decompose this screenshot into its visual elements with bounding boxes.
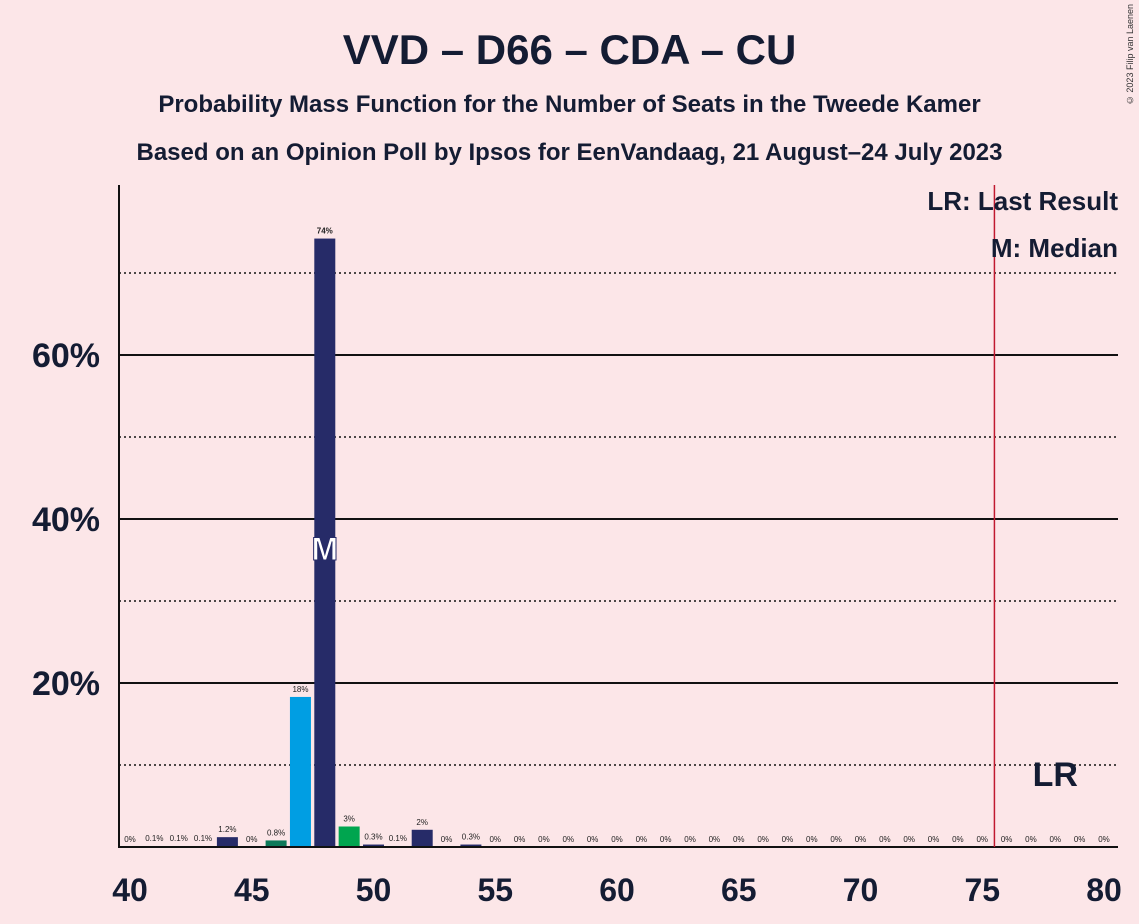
bar-label: 0% (903, 835, 915, 844)
bar-label: 1.2% (218, 825, 236, 834)
bar-label: 0% (830, 835, 842, 844)
legend-median: M: Median (991, 233, 1118, 263)
bar-label: 3% (343, 815, 355, 824)
axis-layer: 20% 40% 60% 40 45 50 55 60 65 70 75 80 (32, 185, 1122, 908)
chart-source-line: Based on an Opinion Poll by Ipsos for Ee… (136, 139, 1003, 166)
bar-label: 0% (538, 835, 550, 844)
bar-label: 0% (782, 835, 794, 844)
bar-label: 0% (563, 835, 575, 844)
x-tick-label: 55 (477, 872, 513, 908)
y-tick-label: 60% (32, 337, 100, 375)
bar-label: 0% (1098, 835, 1110, 844)
x-tick-label: 65 (721, 872, 757, 908)
bar-label: 0% (636, 835, 648, 844)
bar-label: 0% (1050, 835, 1062, 844)
x-tick-label: 60 (599, 872, 635, 908)
x-tick-label: 50 (356, 872, 392, 908)
bar-label: 0% (952, 835, 964, 844)
bar-label: 0% (1025, 835, 1037, 844)
bar-label: 0.1% (194, 834, 212, 843)
bar-label: 0% (709, 835, 721, 844)
bar-label: 0.1% (389, 834, 407, 843)
bar-label: 0% (806, 835, 818, 844)
chart-subtitle: Probability Mass Function for the Number… (158, 91, 981, 118)
bar-label: 0.3% (462, 833, 480, 842)
y-tick-label: 40% (32, 501, 100, 539)
bar-seat-46 (265, 840, 287, 847)
bar-label: 0.1% (145, 834, 163, 843)
bar-label: 18% (292, 685, 308, 694)
legend-last-result: LR: Last Result (927, 186, 1118, 216)
x-tick-label: 40 (112, 872, 148, 908)
bar-label: 0% (928, 835, 940, 844)
bar-label: 0% (1001, 835, 1013, 844)
median-marker: M (311, 531, 338, 567)
bar-label: 2% (416, 818, 428, 827)
x-tick-label: 80 (1086, 872, 1122, 908)
bar-seat-52 (411, 829, 433, 847)
bar-seat-48 (314, 238, 336, 847)
x-tick-label: 75 (964, 872, 1000, 908)
x-tick-label: 45 (234, 872, 270, 908)
bar-label: 0% (855, 835, 867, 844)
y-tick-label: 20% (32, 665, 100, 703)
bar-label: 0.3% (364, 833, 382, 842)
bar-label: 0.8% (267, 828, 285, 837)
bar-label: 0% (246, 835, 258, 844)
bar-label: 0% (757, 835, 769, 844)
bar-label: 0% (1074, 835, 1086, 844)
bar-label: 0% (611, 835, 623, 844)
bar-seat-50 (363, 844, 384, 847)
bar-label: 0% (733, 835, 745, 844)
grid-layer (119, 272, 1118, 766)
bar-seat-54 (460, 844, 482, 847)
bar-label: 0% (976, 835, 988, 844)
x-tick-label: 70 (843, 872, 879, 908)
bar-labels-layer: 0% 0.1% 0.1% 0.1% 1.2% 0% 0.8% 18% 74% 3% 0.3% 0.1%… (124, 227, 1110, 844)
bar-seat-49 (338, 826, 360, 847)
bar-label: 0% (489, 835, 501, 844)
bar-label: 0.1% (170, 834, 188, 843)
chart-title: VVD – D66 – CDA – CU (342, 26, 797, 73)
bar-label: 0% (124, 835, 136, 844)
annotation-layer: M LR LR: Last Result M: Median (311, 185, 1118, 847)
bar-label: 0% (441, 835, 453, 844)
bar-label: 0% (879, 835, 891, 844)
bar-seat-44 (216, 837, 238, 847)
bar-label: 0% (684, 835, 696, 844)
bar-label: 0% (514, 835, 526, 844)
bar-seat-47 (289, 696, 311, 847)
bar-label: 0% (587, 835, 599, 844)
bar-label: 74% (317, 227, 333, 236)
bar-label: 0% (660, 835, 672, 844)
last-result-marker: LR (1033, 756, 1078, 794)
